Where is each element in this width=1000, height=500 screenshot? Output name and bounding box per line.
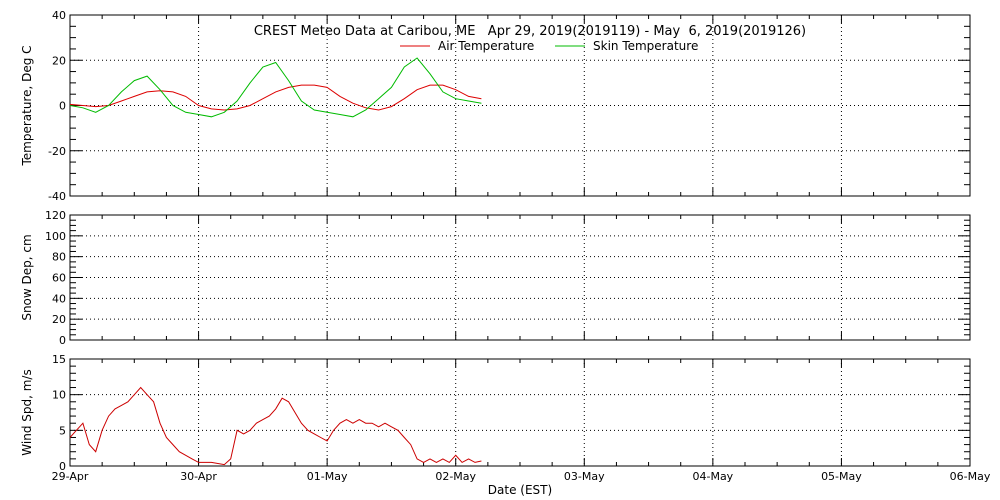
x-tick-label: 05-May xyxy=(821,470,862,483)
y-tick-label: 15 xyxy=(52,353,66,366)
y-tick-label: 40 xyxy=(52,292,66,305)
panel-3: 0 5 10 15 Wind Spd, m/s 29-Apr 30-Apr 01-May 02-… xyxy=(20,353,991,483)
panel-2: 0 20 40 60 80 100 120 Snow Dep, cm xyxy=(20,209,971,347)
x-tick-label: 04-May xyxy=(692,470,733,483)
y-tick-label: -20 xyxy=(48,145,66,158)
series-line-1-1 xyxy=(69,84,482,111)
chart-title: CREST Meteo Data at Caribou, ME Apr 29, … xyxy=(254,24,806,39)
legend-label: Skin Temperature xyxy=(593,39,698,53)
y-tick-label: -40 xyxy=(48,190,66,203)
legend: Air Temperature Skin Temperature xyxy=(400,39,698,53)
y-tick-label: 100 xyxy=(45,230,66,243)
legend-label: Air Temperature xyxy=(438,39,534,53)
panel-1: -40 -20 0 20 40 Temperature, Deg C xyxy=(20,9,971,203)
y-tick-label: 20 xyxy=(52,313,66,326)
y-tick-label: 0 xyxy=(59,334,66,347)
x-tick-label: 02-May xyxy=(435,470,476,483)
plot-frame xyxy=(69,358,971,467)
y-tick-label: 5 xyxy=(59,424,66,437)
panels: -40 -20 0 20 40 Temperature, Deg C 0 20 40 60 80 10… xyxy=(20,9,991,483)
x-tick-label: 06-May xyxy=(950,470,991,483)
x-tick-label: 29-Apr xyxy=(52,470,89,483)
y-tick-label: 120 xyxy=(45,209,66,222)
x-tick-label: 01-May xyxy=(307,470,348,483)
x-tick-label: 03-May xyxy=(564,470,605,483)
y-tick-label: 80 xyxy=(52,251,66,264)
y-tick-label: 10 xyxy=(52,389,66,402)
x-axis-label: Date (EST) xyxy=(488,483,552,497)
y-axis-label: Snow Dep, cm xyxy=(20,234,34,320)
y-axis-label: Wind Spd, m/s xyxy=(20,369,34,455)
y-tick-label: 40 xyxy=(52,9,66,22)
series-line-1-2 xyxy=(69,57,482,118)
y-tick-label: 20 xyxy=(52,54,66,67)
y-tick-label: 0 xyxy=(59,460,66,473)
y-axis-label: Temperature, Deg C xyxy=(20,45,34,166)
x-tick-label: 30-Apr xyxy=(180,470,217,483)
series-line-3-1 xyxy=(69,386,482,466)
y-tick-label: 0 xyxy=(59,100,66,113)
y-tick-label: 60 xyxy=(52,272,66,285)
